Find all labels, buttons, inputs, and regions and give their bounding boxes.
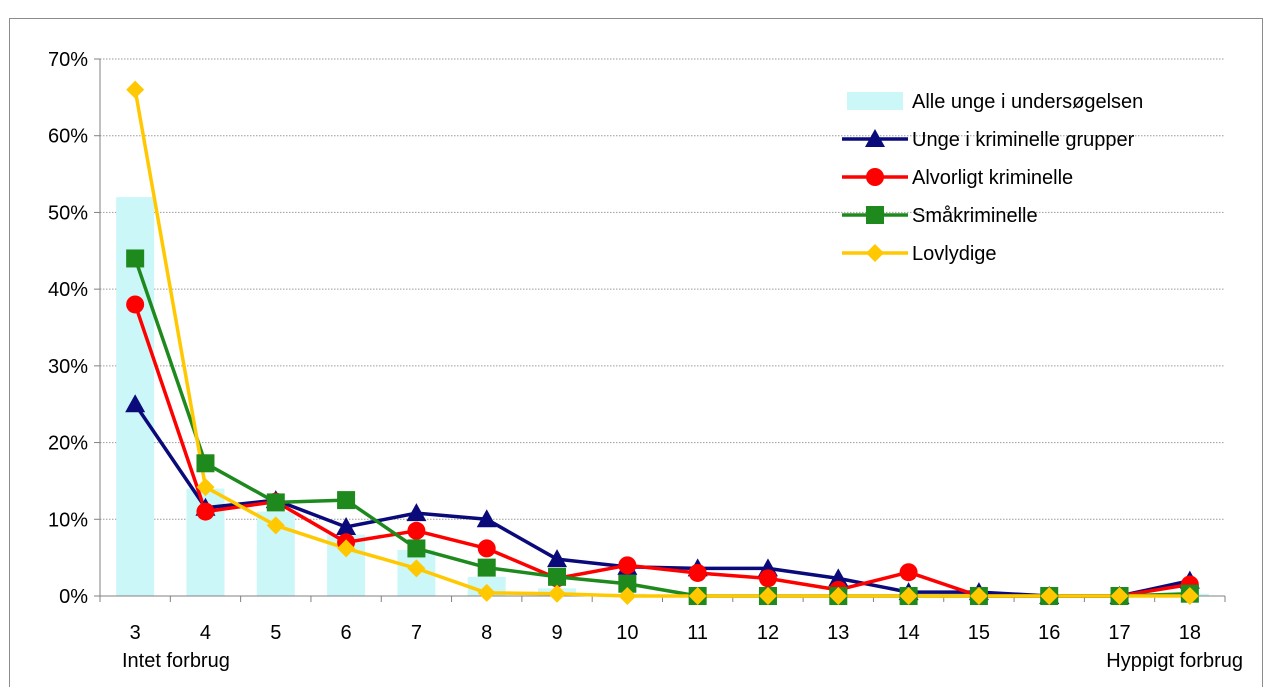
data-point	[337, 491, 356, 510]
data-point	[758, 587, 777, 605]
y-tick-label: 10%	[48, 509, 88, 531]
data-point	[618, 587, 637, 605]
data-point	[1110, 587, 1129, 605]
legend-marker	[866, 244, 884, 262]
x-tick-labels: 3 4 5 6 7 8 9 10 11 12 13 14 15 16 17 18	[130, 622, 1201, 644]
data-point	[828, 568, 849, 587]
x-tick-label: 18	[1179, 622, 1201, 644]
x-tick-label: 3	[130, 622, 141, 644]
data-point	[125, 394, 146, 413]
data-point	[548, 567, 567, 586]
data-point	[196, 502, 215, 521]
y-tick-label: 70%	[48, 49, 88, 71]
data-point	[829, 587, 848, 605]
legend-label: Lovlydige	[912, 243, 997, 265]
data-point	[336, 516, 357, 535]
legend-marker	[866, 168, 884, 186]
x-tick-label: 6	[341, 622, 352, 644]
x-tick-label: 9	[551, 622, 562, 644]
x-tick-label: 7	[411, 622, 422, 644]
data-point	[547, 549, 568, 568]
x-tick-label: 16	[1038, 622, 1060, 644]
legend-marker	[866, 206, 884, 224]
legend: Alle unge i undersøgelsen Unge i kriminel…	[842, 91, 1143, 265]
chart-frame: 0% 10% 20% 30% 40% 50% 60% 70% 3 4 5 6 7 8 9 10 11 12 13 1…	[9, 18, 1263, 687]
data-point	[618, 556, 637, 575]
data-point	[407, 559, 426, 578]
bars	[116, 197, 1209, 597]
x-start-caption: Intet forbrug	[122, 650, 230, 672]
x-tick-label: 4	[200, 622, 211, 644]
x-tick-label: 10	[616, 622, 638, 644]
data-point	[1040, 587, 1059, 605]
x-tick-label: 11	[687, 622, 708, 644]
data-point	[477, 558, 496, 577]
series-markers	[125, 80, 1200, 605]
legend-label: Unge i kriminelle grupper	[912, 129, 1135, 151]
x-tick-label: 12	[757, 622, 779, 644]
chart-svg: 0% 10% 20% 30% 40% 50% 60% 70% 3 4 5 6 7 8 9 10 11 12 13 1…	[48, 49, 1243, 672]
y-tick-label: 60%	[48, 126, 88, 148]
data-point	[407, 521, 426, 540]
x-tick-label: 5	[270, 622, 281, 644]
series-line	[133, 89, 1190, 598]
data-point	[969, 587, 988, 605]
y-tick-label: 50%	[48, 202, 88, 224]
legend-swatch	[847, 92, 903, 110]
data-point	[196, 454, 215, 473]
y-tick-label: 0%	[59, 586, 88, 608]
legend-label: Alle unge i undersøgelsen	[912, 91, 1143, 113]
data-point	[477, 539, 496, 558]
y-tick-label: 20%	[48, 433, 88, 455]
x-tick-label: 13	[827, 622, 849, 644]
x-tick-label: 14	[897, 622, 919, 644]
data-point	[196, 478, 215, 497]
series-lines	[133, 89, 1191, 598]
data-point	[1180, 587, 1199, 605]
data-point	[899, 563, 918, 582]
x-tick-label: 8	[481, 622, 492, 644]
data-point	[406, 503, 427, 522]
data-point	[618, 574, 637, 593]
data-point	[548, 584, 567, 603]
data-point	[688, 587, 707, 605]
data-point	[266, 493, 285, 512]
data-point	[126, 80, 145, 99]
data-point	[477, 583, 496, 602]
data-point	[126, 249, 145, 268]
data-point	[337, 539, 356, 558]
data-point	[126, 295, 145, 314]
x-tick-label: 15	[968, 622, 990, 644]
data-point	[476, 509, 497, 528]
y-tick-label: 30%	[48, 356, 88, 378]
x-tick-label: 17	[1108, 622, 1130, 644]
data-point	[688, 563, 707, 582]
data-point	[758, 569, 777, 588]
data-point	[266, 516, 285, 535]
legend-label: Alvorligt kriminelle	[912, 167, 1073, 189]
legend-marker	[865, 129, 885, 147]
data-point	[899, 587, 918, 605]
y-tick-labels: 0% 10% 20% 30% 40% 50% 60% 70%	[48, 49, 88, 608]
data-point	[407, 539, 426, 558]
x-end-caption: Hyppigt forbrug	[1106, 650, 1243, 672]
legend-label: Småkriminelle	[912, 205, 1038, 227]
y-tick-label: 40%	[48, 279, 88, 301]
